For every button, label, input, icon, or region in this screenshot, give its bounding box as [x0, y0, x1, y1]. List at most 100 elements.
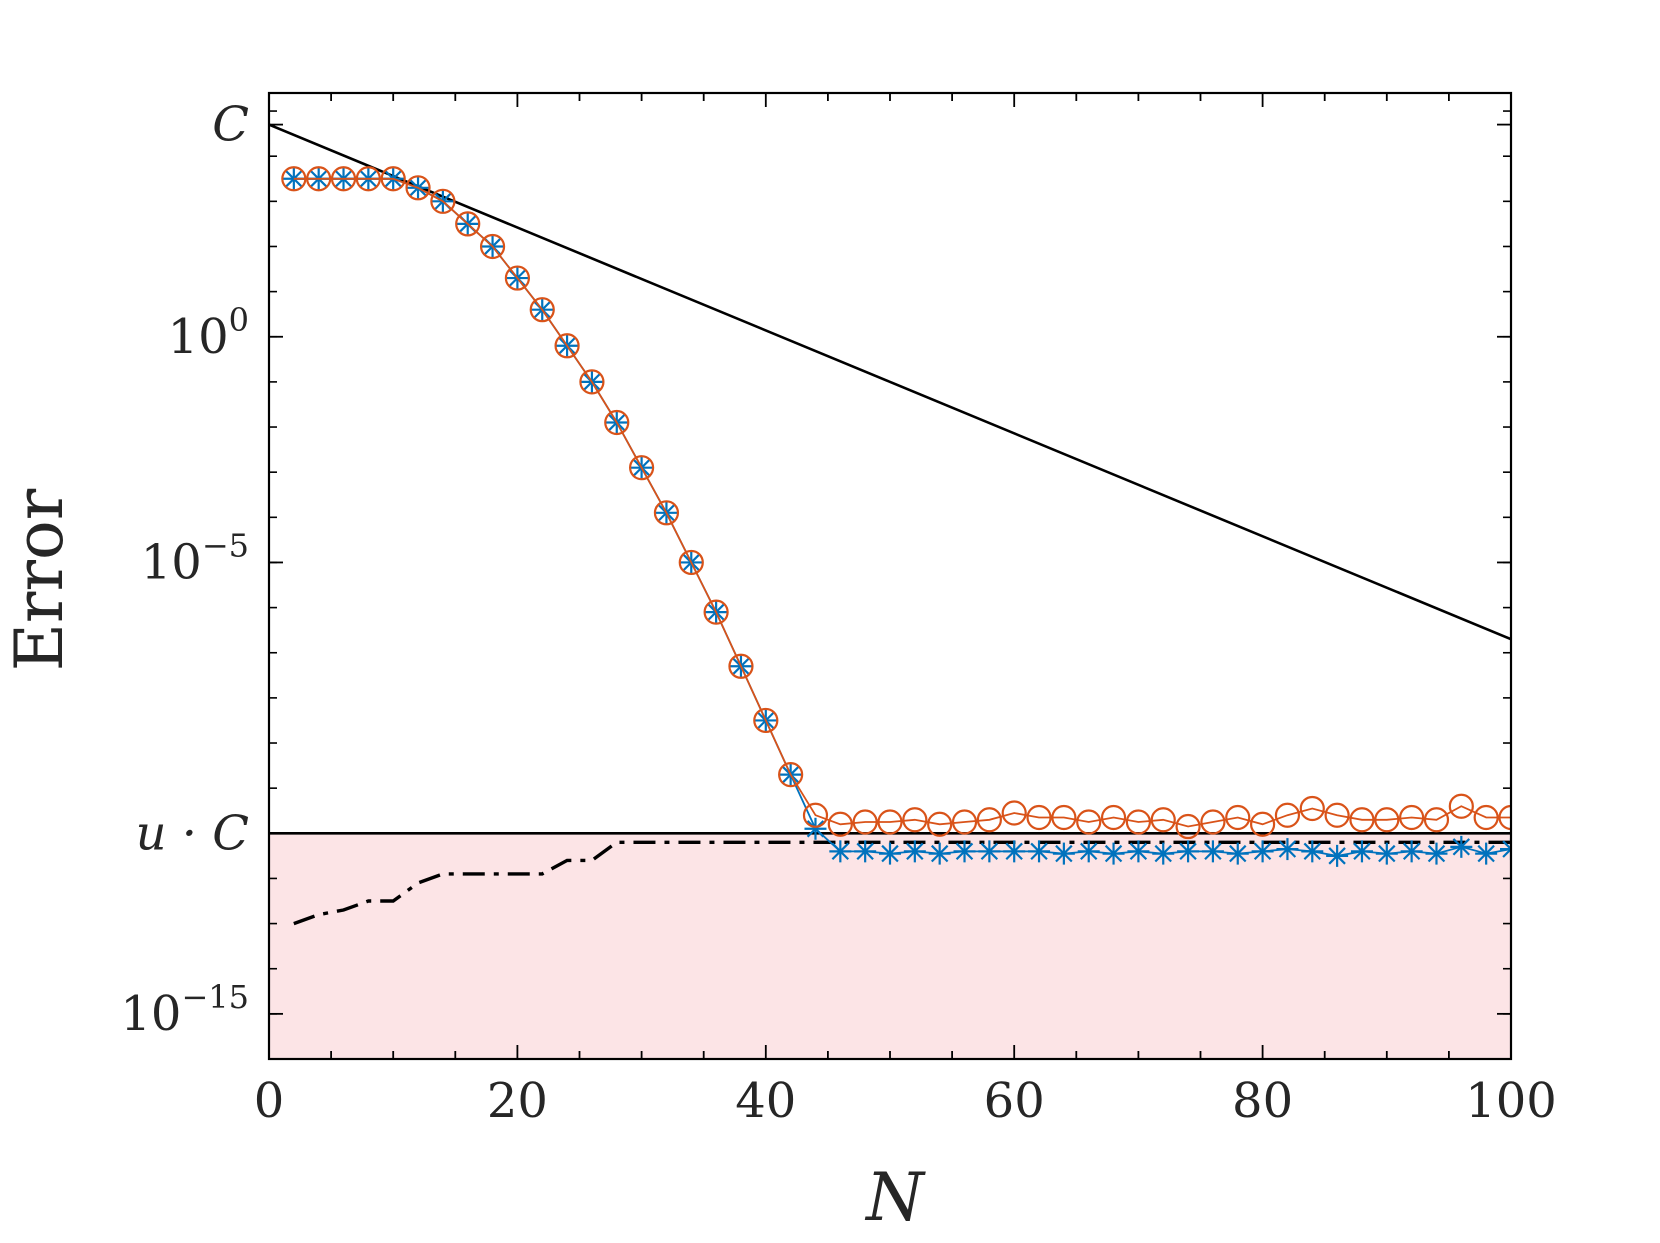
- orange-circle-marker: [927, 811, 953, 837]
- orange-circle-marker: [1076, 809, 1102, 835]
- orange-circle-marker: [380, 166, 406, 192]
- orange-circle-marker: [1324, 802, 1350, 828]
- orange-circle-marker: [1473, 804, 1499, 831]
- orange-circle-marker: [778, 762, 804, 788]
- y-tick-label: u · C: [136, 805, 249, 861]
- star-stroke: [1477, 844, 1495, 863]
- blue-star-marker: [1003, 840, 1026, 863]
- blue-star-marker: [928, 842, 951, 865]
- orange-circle-marker: [628, 455, 655, 481]
- star-stroke: [1080, 842, 1098, 861]
- orange-circle-marker: [529, 297, 555, 323]
- x-tick-label: 20: [487, 1073, 548, 1129]
- blue-star-marker: [1326, 844, 1349, 867]
- orange-circle-marker: [1448, 793, 1474, 819]
- blue-star-marker: [1028, 840, 1051, 863]
- orange-circle-marker: [728, 653, 754, 679]
- blue-star-marker: [1500, 838, 1511, 861]
- star-stroke: [1030, 842, 1048, 861]
- blue-star-marker: [1301, 840, 1324, 863]
- blue-star-marker: [1375, 842, 1398, 865]
- orange-circle-marker: [976, 807, 1002, 833]
- plot-content: [269, 123, 1511, 1059]
- star-stroke: [1278, 840, 1297, 858]
- blue-star-marker: [1226, 842, 1249, 865]
- x-tick-label: 0: [254, 1073, 285, 1129]
- star-stroke: [1502, 840, 1511, 851]
- star-stroke: [930, 844, 949, 863]
- y-axis-title: Error: [1, 488, 78, 671]
- orange-circle-marker: [753, 707, 779, 734]
- star-stroke: [1253, 842, 1272, 861]
- y-tick-label: 10−5: [141, 526, 249, 590]
- orange-circle-marker: [1423, 807, 1450, 833]
- orange-circle-marker: [306, 166, 332, 192]
- blue-star-marker: [1077, 840, 1100, 863]
- orange-circle-marker: [902, 807, 928, 833]
- y-tick-label: 100: [168, 301, 249, 365]
- blue-star-marker: [879, 842, 901, 865]
- dash-dot-series-line: [293, 840, 1511, 926]
- orange-circle-marker: [1100, 804, 1127, 831]
- x-tick-label: 80: [1232, 1073, 1293, 1129]
- orange-circle-marker: [1274, 802, 1301, 828]
- orange-circle-marker: [504, 265, 531, 291]
- blue-star-marker: [953, 840, 976, 863]
- orange-circle-marker: [802, 802, 829, 828]
- reference-slope-line: [269, 123, 1511, 641]
- orange-circle-marker: [1299, 795, 1325, 822]
- star-stroke: [1104, 844, 1123, 863]
- y-tick-label: 10−15: [120, 978, 249, 1042]
- star-stroke: [1055, 844, 1073, 863]
- orange-circle-marker: [1175, 813, 1201, 840]
- star-stroke: [906, 842, 924, 861]
- axes: [267, 91, 1513, 1061]
- star-stroke: [1452, 838, 1471, 856]
- star-stroke: [1402, 842, 1421, 861]
- orange-circle-marker: [1026, 804, 1052, 831]
- orange-circle-marker: [281, 166, 307, 192]
- orange-circle-marker: [653, 500, 680, 526]
- x-tick-label: 100: [1465, 1073, 1557, 1129]
- blue-star-marker: [1127, 840, 1150, 863]
- orange-circle-marker: [1349, 807, 1375, 833]
- x-axis-title: N: [864, 1159, 926, 1236]
- orange-circle-marker: [852, 809, 878, 835]
- star-stroke: [1378, 844, 1396, 863]
- orange-circle-marker: [951, 809, 978, 835]
- orange-circle-marker: [355, 166, 381, 192]
- plot-area: [269, 123, 1511, 1059]
- orange-circle-marker: [479, 233, 506, 260]
- y-tick-base: 10: [168, 309, 229, 365]
- star-stroke: [1154, 844, 1172, 863]
- orange-circle-marker: [1051, 804, 1077, 831]
- blue-star-marker: [1276, 838, 1299, 861]
- orange-circle-marker: [1225, 804, 1251, 831]
- blue-star-marker: [978, 840, 1001, 863]
- orange-circle-marker: [430, 188, 456, 214]
- orange-circle-marker: [1249, 811, 1276, 837]
- blue-star-marker: [1152, 842, 1175, 865]
- orange-circle-marker: [579, 369, 605, 395]
- blue-star-marker: [1102, 842, 1125, 865]
- orange-circle-marker: [1498, 804, 1511, 831]
- blue-star-marker: [804, 817, 827, 840]
- shaded-region: [269, 833, 1511, 1059]
- y-tick-base: 10: [141, 534, 202, 590]
- orange-circle-marker: [1200, 809, 1226, 835]
- blue-star-marker: [1425, 842, 1448, 865]
- star-stroke: [1353, 842, 1371, 861]
- y-tick-base: 10: [120, 986, 181, 1042]
- star-stroke: [806, 820, 825, 838]
- orange-circle-marker: [703, 599, 729, 625]
- orange-circle-marker: [455, 211, 481, 237]
- orange-circle-marker: [554, 333, 580, 359]
- star-stroke: [856, 842, 874, 861]
- star-stroke: [955, 842, 974, 861]
- blue-star-marker: [903, 840, 926, 863]
- y-tick-exponent: −15: [181, 978, 249, 1016]
- blue-star-marker: [1350, 840, 1373, 863]
- orange-circle-marker: [827, 811, 853, 837]
- blue-star-marker: [1201, 840, 1224, 863]
